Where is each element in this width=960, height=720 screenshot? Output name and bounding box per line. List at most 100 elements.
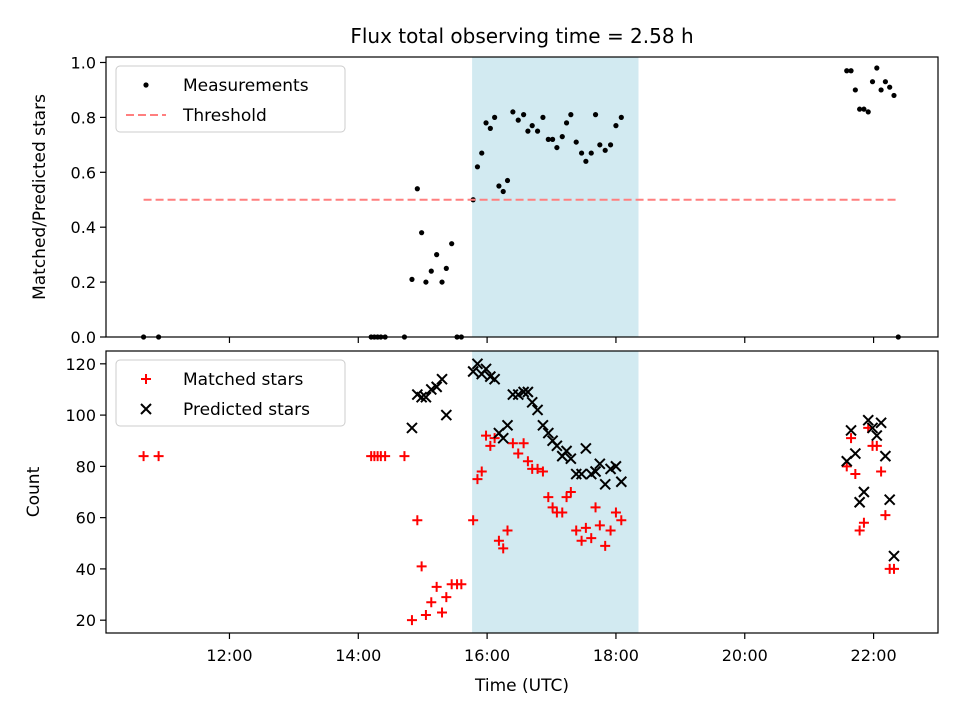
top-plot-panel: 0.0 0.2 0.4 0.6 0.8 1.0 Matched/Predicted star…	[30, 53, 939, 347]
data-point	[415, 391, 428, 403]
data-point	[522, 456, 533, 467]
data-point	[416, 561, 427, 572]
data-point	[414, 186, 420, 192]
legend-frame	[115, 359, 346, 427]
data-point	[865, 109, 871, 115]
data-point	[488, 373, 501, 385]
data-point	[428, 268, 434, 274]
legend-label: Matched stars	[183, 370, 303, 390]
data-point	[599, 478, 611, 491]
data-point	[480, 363, 492, 375]
data-point	[412, 515, 423, 526]
data-point	[575, 468, 588, 480]
x-tick-label: 16:00	[464, 646, 510, 665]
data-point	[607, 142, 614, 148]
data-point	[542, 427, 555, 439]
data-point	[399, 451, 410, 462]
data-point	[430, 381, 443, 393]
x-tick-label: 14:00	[335, 646, 381, 665]
data-point	[852, 87, 858, 93]
data-point	[850, 469, 861, 480]
data-point	[500, 188, 506, 195]
data-point	[568, 112, 574, 118]
data-point	[866, 422, 879, 434]
bottom-plot-panel: 20 40 60 80 100 120 12:00 14:00 16:00 18:00 20:00 2…	[24, 350, 939, 665]
data-point	[423, 279, 429, 285]
data-point	[485, 440, 496, 451]
legend-label: Measurements	[183, 76, 309, 96]
data-point	[610, 460, 622, 473]
x-tick-label: 22:00	[851, 646, 897, 665]
data-point	[560, 445, 573, 457]
data-point	[592, 112, 599, 118]
data-point	[380, 451, 391, 462]
x-tick-label: 18:00	[593, 646, 639, 665]
data-point	[543, 492, 554, 503]
data-point	[471, 358, 484, 370]
y-tick-label: 0.0	[71, 328, 96, 347]
data-point	[883, 493, 896, 506]
data-point	[565, 452, 577, 465]
data-point	[472, 474, 483, 485]
data-point	[426, 597, 437, 608]
observing-window-band	[472, 57, 639, 337]
data-point	[476, 466, 487, 477]
data-point	[871, 429, 883, 442]
legend-label: Threshold	[182, 106, 267, 126]
data-point	[580, 522, 591, 533]
data-point	[580, 442, 592, 455]
data-point	[602, 147, 608, 153]
legend-label: Predicted stars	[183, 400, 310, 420]
data-point	[613, 123, 619, 129]
data-point	[600, 540, 611, 551]
data-point	[891, 92, 897, 99]
data-point	[557, 507, 568, 518]
data-point	[517, 386, 530, 398]
data-point	[440, 409, 453, 421]
data-point	[871, 440, 882, 451]
y-tick-label: 40	[76, 560, 96, 579]
legend-swatch	[140, 403, 152, 415]
y-tick-label: 1.0	[71, 53, 96, 72]
data-point	[420, 610, 431, 621]
data-point	[880, 510, 891, 521]
data-point	[521, 112, 527, 118]
data-point	[882, 79, 888, 85]
data-point	[615, 476, 628, 488]
data-point	[841, 461, 852, 472]
data-point	[857, 106, 863, 112]
data-point	[605, 525, 616, 536]
data-point	[583, 158, 589, 164]
y-tick-label: 0.6	[71, 163, 96, 182]
data-point	[507, 438, 518, 449]
legend-frame	[115, 65, 346, 133]
data-point	[481, 430, 492, 441]
data-point	[487, 125, 493, 131]
series-measurements	[140, 65, 901, 340]
data-point	[861, 106, 867, 112]
data-point	[594, 520, 605, 531]
plot-frame	[105, 56, 939, 338]
data-point	[597, 142, 603, 148]
data-point	[862, 414, 874, 426]
data-point	[467, 365, 479, 378]
y-axis-label: Count	[24, 466, 44, 517]
data-point	[545, 136, 551, 142]
y-tick-label: 60	[76, 509, 96, 528]
data-point	[869, 79, 876, 85]
y-tick-label: 80	[76, 457, 96, 476]
data-point	[529, 123, 535, 129]
data-point	[492, 114, 498, 120]
data-point	[844, 68, 850, 74]
data-point	[540, 114, 546, 120]
data-point	[439, 279, 445, 285]
data-point	[549, 136, 556, 142]
data-point	[502, 525, 513, 536]
data-point	[858, 486, 870, 498]
data-point	[483, 120, 489, 126]
data-point	[846, 433, 857, 444]
data-point	[409, 276, 415, 282]
plot-frame	[105, 350, 939, 634]
observing-window-band	[472, 351, 639, 633]
data-point	[853, 496, 866, 508]
